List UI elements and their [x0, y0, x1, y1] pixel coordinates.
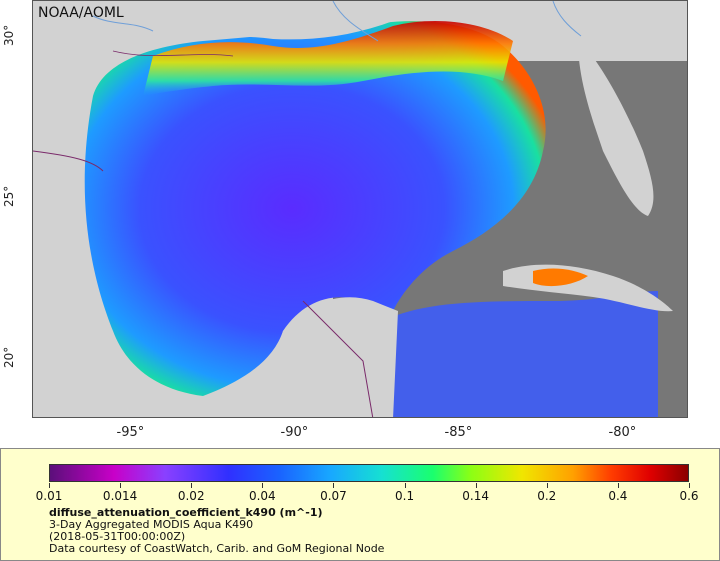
product-name: 3-Day Aggregated MODIS Aqua K490: [49, 518, 254, 531]
variable-name: diffuse_attenuation_coefficient_k490 (m^…: [49, 506, 323, 519]
lon-label: -80°: [608, 425, 637, 440]
caribbean-data-region: [383, 291, 658, 417]
colorbar-tick-label: 0.4: [608, 489, 628, 503]
colorbar-tick: [475, 483, 477, 488]
colorbar-tick-label: 0.1: [395, 489, 415, 503]
border-line: [112, 50, 234, 57]
map-area: NOAA/AOML: [32, 0, 688, 418]
mexico-land: [33, 61, 208, 417]
yucatan-land: [217, 297, 398, 417]
gulf-data-region: [84, 21, 546, 397]
colorbar-tick-label: 0.07: [320, 489, 347, 503]
colorbar-tick: [120, 483, 122, 488]
data-courtesy: Data courtesy of CoastWatch, Carib. and …: [49, 542, 385, 555]
colorbar-tick-label: 0.014: [102, 489, 138, 503]
cuba-coastal-data: [533, 268, 588, 287]
northern-coastal-band: [143, 21, 513, 96]
legend-panel: 0.01 0.014 0.02 0.04 0.07 0.1 0.14 0.2 0.4 0.6 di…: [0, 448, 720, 561]
colorbar-tick: [546, 483, 548, 488]
colorbar-tick-label: 0.14: [462, 489, 490, 503]
colorbar-tick: [262, 483, 264, 488]
lon-label: -95°: [116, 425, 145, 440]
river-line: [92, 15, 154, 32]
credit-label: NOAA/AOML: [38, 5, 124, 21]
product-date: (2018-05-31T00:00:00Z): [49, 530, 186, 543]
colorbar-tick: [689, 483, 690, 488]
colorbar-tick-label: 0.2: [537, 489, 557, 503]
us-land: [33, 1, 687, 66]
caption: diffuse_attenuation_coefficient_k490 (m^…: [49, 507, 384, 555]
colorbar-tick: [404, 483, 406, 488]
river-line: [332, 1, 379, 42]
border-line: [302, 300, 374, 417]
colorbar-tick-label: 0.04: [248, 489, 276, 503]
colorbar-tick: [617, 483, 619, 488]
colorbar-tick-label: 0.01: [35, 489, 63, 503]
lat-label: 20°: [2, 346, 16, 368]
lon-label: -85°: [444, 425, 473, 440]
colorbar: [49, 464, 689, 482]
colorbar-tick: [333, 483, 335, 488]
colorbar-tick: [191, 483, 193, 488]
florida-land: [578, 41, 654, 216]
lon-label: -90°: [280, 425, 309, 440]
border-line: [33, 150, 104, 172]
colorbar-tick-label: 0.02: [177, 489, 205, 503]
lat-label: 25°: [2, 185, 16, 207]
lat-label: 30°: [2, 24, 16, 47]
colorbar-tick-label: 0.6: [679, 489, 699, 503]
river-line: [552, 1, 582, 37]
k490-map-image: [33, 1, 687, 417]
colorbar-tick: [49, 483, 50, 488]
